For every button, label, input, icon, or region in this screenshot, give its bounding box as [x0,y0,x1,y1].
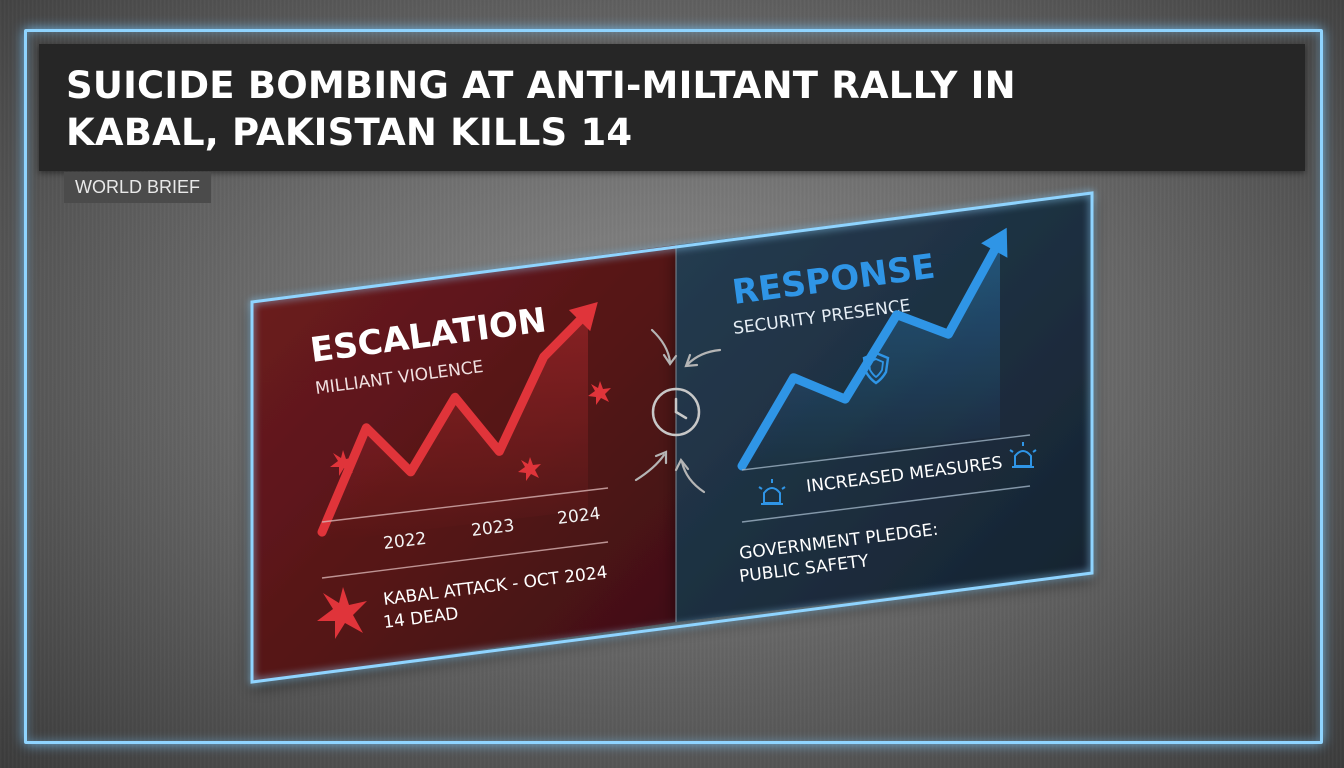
siren-icon [1009,442,1037,468]
convergence-arrows [634,328,722,494]
escalation-trend-area [322,312,588,542]
clock-icon [651,387,701,437]
shield-icon [862,351,890,385]
burst-icon [588,381,611,405]
response-trend-line [737,235,1005,471]
headline: SUICIDE BOMBING AT ANTI-MILTANT RALLY IN… [66,64,1016,154]
response-separator [741,485,1031,523]
escalation-trend-line [317,307,593,537]
siren-icon [758,479,786,505]
category-tag: WORLD BRIEF [64,172,212,203]
escalation-trend-arrowhead [568,302,598,332]
burst-icon [330,450,355,476]
response-separator [741,434,1031,471]
response-trend-area [742,240,1000,466]
burst-icon [317,587,367,639]
headline-bar [39,44,1305,171]
burst-icon [518,457,541,481]
glowing-outer-frame [24,29,1323,744]
escalation-separator [321,541,609,579]
panel-glow-border [250,191,1094,684]
escalation-axis [321,487,609,523]
response-trend-arrowhead [981,227,1008,258]
